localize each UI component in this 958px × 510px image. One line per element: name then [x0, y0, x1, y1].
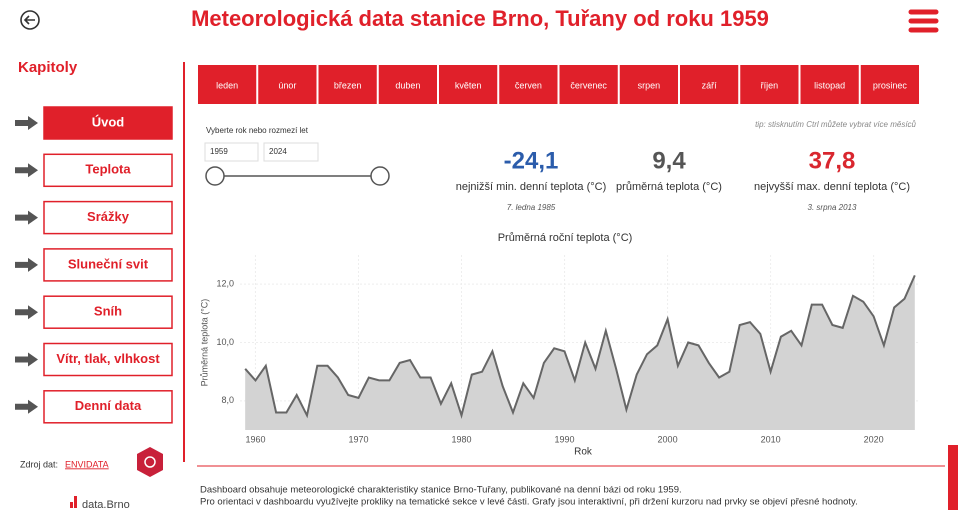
nav-button[interactable]	[43, 153, 173, 188]
month-label: červenec	[570, 80, 607, 90]
y-tick-label: 8,0	[221, 395, 234, 405]
back-button[interactable]	[20, 10, 40, 30]
month-label: srpen	[638, 80, 661, 90]
nav-arrow	[15, 210, 38, 225]
y-tick-label: 10,0	[216, 337, 234, 347]
filter-label: Vyberte rok nebo rozmezí let	[206, 126, 309, 135]
x-axis-label: Rok	[574, 447, 593, 458]
month-label: prosinec	[873, 80, 908, 90]
month-label: duben	[395, 80, 420, 90]
slider-handle[interactable]	[205, 166, 225, 186]
nav-button[interactable]	[43, 106, 173, 140]
month-tab[interactable]	[680, 65, 739, 104]
month-label: květen	[455, 80, 482, 90]
nav-label: Teplota	[85, 162, 131, 177]
x-tick-label: 2000	[658, 434, 678, 444]
source-link[interactable]: ENVIDATA	[65, 459, 109, 469]
brand-name: data.Brno	[82, 499, 130, 510]
month-label: září	[702, 80, 718, 90]
month-tab[interactable]	[198, 65, 257, 104]
month-label: listopad	[814, 80, 845, 90]
nav-button[interactable]	[43, 342, 173, 377]
stat-label: nejvyšší max. denní teplota (°C)	[754, 181, 910, 193]
month-tab[interactable]	[619, 65, 678, 104]
x-tick-label: 1990	[555, 434, 575, 444]
month-tab[interactable]	[439, 65, 498, 104]
stat-value: 37,8	[809, 147, 856, 174]
nav-arrow	[15, 399, 38, 414]
brand-bar	[74, 496, 77, 508]
x-tick-label: 2020	[864, 434, 884, 444]
area	[245, 275, 915, 430]
page-title: Meteorologická data stanice Brno, Tuřany…	[191, 6, 769, 31]
month-tab[interactable]	[800, 65, 859, 104]
stat-date: 7. ledna 1985	[507, 203, 556, 212]
sidebar-heading: Kapitoly	[18, 59, 78, 76]
nav-label: Vítr, tlak, vlhkost	[56, 351, 160, 366]
scroll-indicator	[948, 445, 958, 510]
nav-button[interactable]	[43, 390, 173, 424]
nav-arrow	[15, 257, 38, 272]
x-tick-label: 2010	[761, 434, 781, 444]
month-tab[interactable]	[860, 65, 919, 104]
nav-label: Srážky	[87, 209, 130, 224]
line	[244, 274, 916, 420]
nav-arrow	[15, 305, 38, 320]
year-to-input[interactable]	[263, 142, 319, 162]
back-arrow	[23, 15, 35, 25]
logo-icon	[144, 456, 156, 468]
year-from: 1959	[210, 147, 228, 156]
year-to: 2024	[269, 147, 287, 156]
month-label: únor	[278, 80, 296, 90]
stat-label: průměrná teplota (°C)	[616, 181, 722, 193]
brand-icon	[70, 496, 77, 508]
month-label: říjen	[761, 80, 779, 90]
month-label: leden	[216, 80, 238, 90]
month-tab[interactable]	[559, 65, 618, 104]
nav-label: Denní data	[75, 398, 142, 413]
month-tab[interactable]	[258, 65, 317, 104]
footer-text: Dashboard obsahuje meteorologické charak…	[200, 485, 682, 496]
nav-arrow	[15, 116, 38, 130]
nav-arrow	[15, 352, 38, 367]
brand-bar	[70, 502, 73, 508]
tip: tip: stisknutím Ctrl můžete vybrat více …	[755, 120, 916, 129]
stat-label: nejnižší min. denní teplota (°C)	[456, 181, 607, 193]
y-axis-label: Průměrná teplota (°C)	[199, 299, 209, 387]
x-tick-label: 1960	[245, 434, 265, 444]
stat-value: 9,4	[652, 147, 686, 174]
envidata-logo[interactable]	[137, 447, 163, 477]
year-from-input[interactable]	[204, 142, 259, 162]
nav-button[interactable]	[43, 248, 173, 282]
nav-label: Sníh	[94, 304, 122, 319]
nav-button[interactable]	[43, 295, 173, 329]
month-label: březen	[334, 80, 362, 90]
y-tick-label: 12,0	[216, 279, 234, 289]
source-label: Zdroj dat:	[20, 459, 58, 469]
month-tab[interactable]	[378, 65, 437, 104]
x-tick-label: 1970	[348, 434, 368, 444]
stat-value: -24,1	[504, 147, 559, 174]
chart-title: Průměrná roční teplota (°C)	[498, 232, 633, 244]
x-tick-label: 1980	[451, 434, 471, 444]
stat-date: 3. srpna 2013	[808, 203, 857, 212]
slider-handle[interactable]	[370, 166, 390, 186]
month-tab[interactable]	[318, 65, 377, 104]
month-tab[interactable]	[499, 65, 558, 104]
nav-label: Úvod	[92, 114, 125, 129]
menu-button[interactable]	[908, 9, 939, 33]
nav-arrow	[15, 163, 38, 178]
nav-label: Sluneční svit	[68, 256, 149, 271]
month-label: červen	[515, 80, 542, 90]
footer-text: Pro orientaci v dashboardu využívejte pr…	[200, 497, 858, 508]
nav-button[interactable]	[43, 200, 173, 235]
month-tab[interactable]	[740, 65, 799, 104]
